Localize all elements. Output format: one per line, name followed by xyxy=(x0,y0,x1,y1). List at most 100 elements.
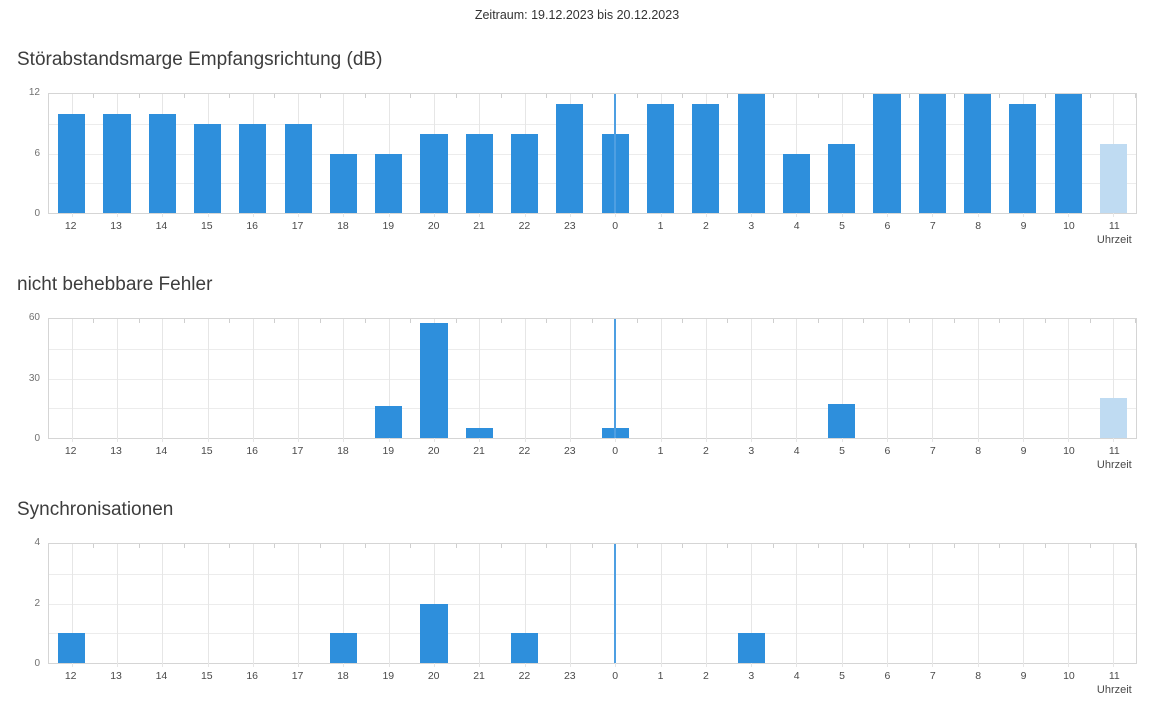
chart-slot xyxy=(1091,319,1137,442)
chart-slot xyxy=(94,544,140,667)
bar-hour-18 xyxy=(329,633,357,663)
gridline xyxy=(49,573,1136,575)
chart-slot xyxy=(185,544,231,667)
y-tick-label: 0 xyxy=(34,208,40,219)
x-axis-unit-spacer xyxy=(956,234,1001,246)
chart-slot xyxy=(94,94,140,217)
chart-slot xyxy=(321,319,367,442)
x-tick-label: 19 xyxy=(382,670,395,682)
bar-hour-16 xyxy=(239,123,267,213)
x-tick-label: 9 xyxy=(1020,445,1027,457)
x-tick-label: 10 xyxy=(1063,445,1075,457)
chart-slot xyxy=(593,94,639,217)
x-axis-unit-spacer xyxy=(411,684,456,696)
bar-hour-15 xyxy=(193,123,222,213)
chart-slot xyxy=(1091,544,1137,667)
x-tick-label: 16 xyxy=(246,220,259,232)
chart-slot xyxy=(955,544,1001,667)
bar-hour-5 xyxy=(828,404,856,438)
chart-slot xyxy=(49,544,95,667)
x-axis-tick-labels: 12 13 14 15 16 17 18 19 20 21 22 23 0 1 2 3 4 5 6 7 8 9 10 11 xyxy=(48,671,1137,682)
bar-hour-5 xyxy=(828,143,856,213)
x-axis-unit-spacer xyxy=(638,234,683,246)
chart-area: 60 30 0 xyxy=(17,313,1137,444)
bar-hour-22 xyxy=(511,633,539,663)
chart-slot xyxy=(49,94,95,217)
chart-slot xyxy=(275,544,322,667)
x-axis-unit-spacer xyxy=(593,459,638,471)
x-tick-label: 4 xyxy=(793,670,800,682)
x-axis-unit-spacer xyxy=(93,234,138,246)
x-tick-label: 22 xyxy=(518,220,531,232)
bar-hour-20 xyxy=(420,603,448,663)
x-axis-unit-spacer xyxy=(910,684,955,696)
bar-hour-21 xyxy=(465,133,493,213)
gridline xyxy=(49,378,1136,380)
chart-slot xyxy=(593,319,639,442)
chart-slot xyxy=(140,94,186,217)
y-tick-label: 30 xyxy=(28,372,40,384)
x-tick-label: 16 xyxy=(246,670,259,682)
x-axis-unit-spacer xyxy=(275,459,320,471)
chart-slot xyxy=(457,319,503,442)
bar-hour-19 xyxy=(375,153,403,213)
x-axis-unit-spacer xyxy=(230,459,275,471)
chart-slot xyxy=(910,544,956,667)
x-tick-label: 15 xyxy=(200,445,213,457)
x-tick-label: 13 xyxy=(110,220,122,232)
x-axis-tick-labels: 12 13 14 15 16 17 18 19 20 21 22 23 0 1 2 3 4 5 6 7 8 9 10 11 xyxy=(48,446,1137,457)
chart-slot xyxy=(366,319,412,442)
bar-hour-23 xyxy=(556,103,584,213)
chart-slot xyxy=(547,319,593,442)
chart-plot xyxy=(48,543,1137,667)
zeitraum-label: Zeitraum: 19.12.2023 bis 20.12.2023 xyxy=(474,8,680,22)
y-tick-label: 12 xyxy=(28,87,40,98)
x-axis-unit-row: Uhrzeit xyxy=(48,234,1137,246)
chart-slot xyxy=(457,544,503,667)
x-tick-label: 12 xyxy=(64,445,77,457)
chart-area: 12 6 0 xyxy=(17,88,1137,219)
chart-plot xyxy=(48,318,1137,442)
x-axis-unit-spacer xyxy=(456,684,501,696)
bar-hour-12 xyxy=(58,113,86,213)
chart-slot xyxy=(502,94,548,217)
chart-slot xyxy=(638,94,684,217)
bar-hour-22 xyxy=(511,133,539,213)
x-tick-label: 11 xyxy=(1108,445,1120,457)
bar-hour-18 xyxy=(329,153,357,213)
x-axis-unit-spacer xyxy=(366,684,411,696)
x-tick-label: 13 xyxy=(110,445,122,457)
x-tick-label: 18 xyxy=(337,220,349,232)
x-axis-unit-spacer xyxy=(366,459,411,471)
x-axis-unit-spacer xyxy=(48,234,93,246)
x-tick-label: 17 xyxy=(291,670,304,682)
bar-hour-20 xyxy=(420,322,448,438)
x-axis-unit-spacer xyxy=(320,684,365,696)
chart-slot xyxy=(275,94,322,217)
x-tick-label: 9 xyxy=(1020,670,1027,682)
bar-hour-10 xyxy=(1054,94,1082,213)
chart-slot xyxy=(321,94,367,217)
x-axis-unit-spacer xyxy=(683,459,728,471)
x-tick-label: 14 xyxy=(155,220,168,232)
x-tick-label: 5 xyxy=(839,445,845,457)
x-tick-label: 18 xyxy=(337,445,349,457)
chart-slot xyxy=(683,94,729,217)
chart-slot xyxy=(774,544,820,667)
chart-slot xyxy=(230,94,276,217)
x-tick-label: 21 xyxy=(473,445,485,457)
x-tick-label: 20 xyxy=(427,220,440,232)
x-axis-unit-spacer xyxy=(1046,234,1091,246)
y-tick-label: 4 xyxy=(34,537,40,548)
bar-hour-13 xyxy=(103,113,131,213)
x-axis-unit-spacer xyxy=(819,234,864,246)
chart-slot xyxy=(819,544,865,667)
gridline xyxy=(49,348,1136,350)
y-tick-label: 2 xyxy=(34,597,40,609)
chart-slot xyxy=(910,319,956,442)
x-axis-unit-spacer xyxy=(184,684,229,696)
y-tick-label: 6 xyxy=(34,147,40,159)
x-tick-label: 6 xyxy=(884,220,891,232)
x-axis-unit-spacer xyxy=(547,459,592,471)
x-axis-unit-spacer xyxy=(502,684,547,696)
